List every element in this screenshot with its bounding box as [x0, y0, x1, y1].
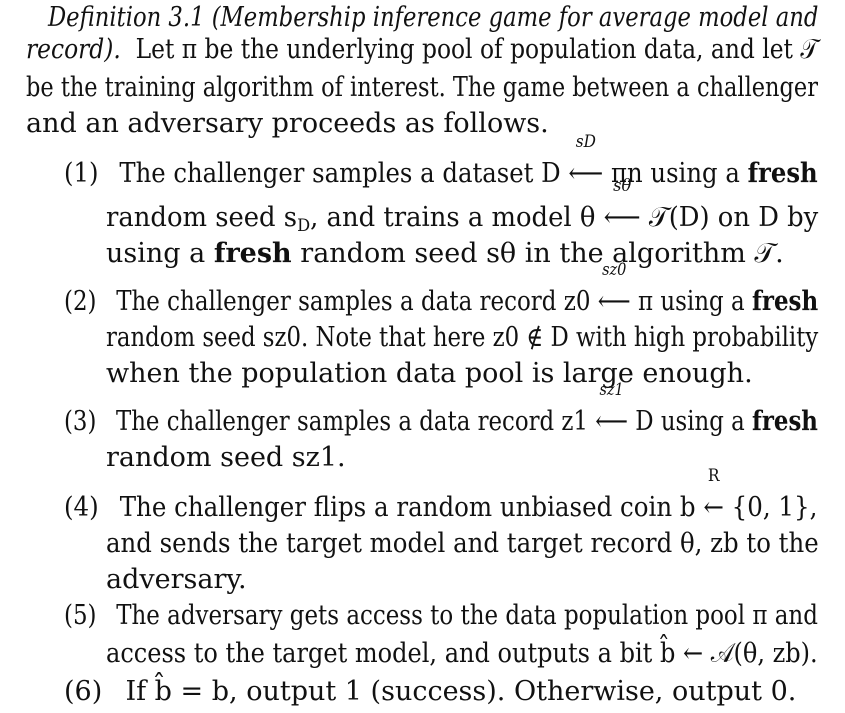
- step-2-line-1: (2) The challenger samples a data record…: [64, 284, 818, 320]
- step-6-line-1: (6) If b̂ = b, output 1 (success). Other…: [64, 674, 796, 710]
- step-number: (6): [64, 676, 102, 707]
- step-3-line-2: random seed sz1.: [106, 440, 346, 476]
- step-number: (3): [64, 406, 96, 437]
- sample-arrow: sz0 ⟵: [598, 284, 631, 320]
- definition-intro-line-1: record). Let π be the underlying pool of…: [26, 32, 706, 68]
- step-1-line-3: using a fresh random seed sθ in the algo…: [106, 236, 784, 272]
- step-number: (5): [64, 600, 97, 631]
- random-arrow: R ←: [703, 490, 724, 526]
- train-arrow: sθ ⟵: [604, 200, 641, 236]
- step-2-line-2: random seed sz0. Note that here z0 ∉ D w…: [106, 320, 818, 356]
- step-number: (2): [64, 286, 97, 317]
- step-1-line-2: random seed sD, and trains a model θ sθ ⟵…: [106, 200, 818, 236]
- step-1-line-1: (1) The challenger samples a dataset D s…: [64, 156, 818, 192]
- definition-intro-line-2: be the training algorithm of interest. T…: [26, 70, 680, 106]
- intro-text-1: Let π be the underlying pool of populati…: [136, 34, 819, 65]
- sample-arrow: sz1 ⟵: [595, 404, 628, 440]
- step-5-line-1: (5) The adversary gets access to the dat…: [64, 598, 818, 634]
- step-5-line-2: access to the target model, and outputs …: [106, 636, 818, 672]
- definition-title: Definition 3.1 (Membership inference gam…: [48, 0, 690, 36]
- step-3-line-1: (3) The challenger samples a data record…: [64, 404, 818, 440]
- step-4-line-1: (4) The challenger flips a random unbias…: [64, 490, 817, 526]
- sample-arrow: sD ⟵: [568, 156, 603, 192]
- step-2-line-3: when the population data pool is large e…: [106, 356, 753, 392]
- definition-intro-line-3: and an adversary proceeds as follows.: [26, 106, 812, 142]
- step-4-line-3: adversary.: [106, 562, 247, 598]
- step-number: (4): [64, 492, 99, 523]
- definition-title-cont: record).: [26, 34, 121, 65]
- step-4-line-2: and sends the target model and target re…: [106, 526, 819, 562]
- step-number: (1): [64, 158, 98, 189]
